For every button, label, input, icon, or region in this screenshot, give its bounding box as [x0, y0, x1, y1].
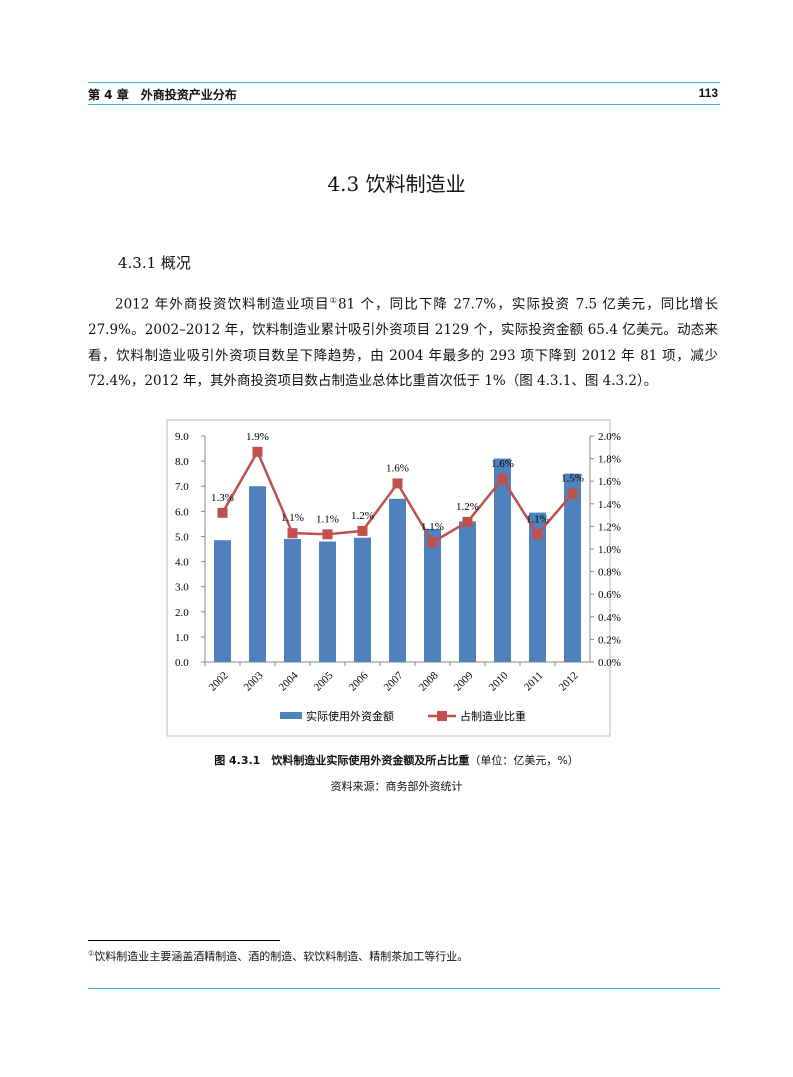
marker: [217, 507, 228, 518]
footnote-rule: [88, 940, 280, 941]
bar: [459, 521, 476, 662]
data-label: 1.1%: [526, 513, 549, 525]
marker: [392, 478, 403, 489]
data-label: 1.1%: [316, 513, 339, 525]
y-tick-label: 5.0: [175, 531, 189, 543]
y2-tick-label: 1.4%: [598, 499, 621, 511]
bar: [214, 540, 231, 662]
bar: [564, 473, 581, 662]
y2-tick-label: 2.0%: [598, 431, 621, 443]
marker: [357, 525, 368, 536]
y2-tick-label: 0.2%: [598, 634, 621, 646]
y-tick-label: 9.0: [175, 431, 189, 443]
chapter-title: 第 4 章 外商投资产业分布: [88, 88, 237, 102]
legend-label: 实际使用外资金额: [306, 709, 394, 723]
marker: [427, 537, 438, 548]
y2-tick-label: 0.0%: [598, 657, 621, 669]
y2-tick-label: 0.6%: [598, 589, 621, 601]
text: 2012 年外商投资饮料制造业项目: [115, 296, 330, 313]
footnote-text: 饮料制造业主要涵盖酒精制造、酒的制造、软饮料制造、精制茶加工等行业。: [94, 950, 469, 963]
note-mark: ①: [329, 296, 338, 305]
footer-rule: [88, 988, 720, 989]
data-label: 1.5%: [561, 473, 584, 485]
data-label: 1.9%: [246, 431, 269, 443]
caption-unit: （单位：亿美元，%）: [469, 754, 579, 767]
bar: [389, 498, 406, 662]
marker: [322, 529, 333, 540]
marker: [287, 528, 298, 539]
text: 81 个，同比下降 27.7%，实际投资 7.5 亿美元，同比增长 27.9%。…: [88, 296, 719, 390]
y-tick-label: 0.0: [175, 657, 189, 669]
legend-label: 占制造业比重: [460, 709, 526, 723]
body-paragraph: 2012 年外商投资饮料制造业项目①81 个，同比下降 27.7%，实际投资 7…: [88, 288, 718, 395]
bar: [249, 486, 266, 662]
y2-tick-label: 1.6%: [598, 476, 621, 488]
y2-tick-label: 1.0%: [598, 544, 621, 556]
legend-swatch: [280, 712, 302, 719]
marker: [532, 529, 543, 540]
data-label: 1.6%: [386, 462, 409, 474]
caption-number: 图 4.3.1: [214, 754, 261, 767]
section-title: 4.3 饮料制造业: [327, 172, 466, 196]
marker: [567, 488, 578, 499]
data-label: 1.2%: [351, 510, 374, 522]
figure-source: 资料来源：商务部外资统计: [330, 780, 463, 793]
marker: [462, 516, 473, 527]
subsection-title: 4.3.1 概况: [118, 254, 191, 272]
footnote: ①饮料制造业主要涵盖酒精制造、酒的制造、软饮料制造、精制茶加工等行业。: [88, 948, 468, 964]
bar: [529, 512, 546, 662]
y2-tick-label: 0.4%: [598, 612, 621, 624]
y-tick-label: 4.0: [175, 557, 189, 569]
header-rule-top: [88, 82, 720, 83]
y-tick-label: 3.0: [175, 582, 189, 594]
data-label: 1.3%: [211, 492, 234, 504]
y-tick-label: 7.0: [175, 481, 189, 493]
header-rule: [88, 104, 720, 105]
y2-tick-label: 1.2%: [598, 521, 621, 533]
bar: [284, 538, 301, 662]
marker: [497, 473, 508, 484]
legend-swatch: [437, 711, 447, 721]
data-label: 1.6%: [491, 458, 514, 470]
y-tick-label: 8.0: [175, 456, 189, 468]
y-tick-label: 6.0: [175, 506, 189, 518]
marker: [252, 446, 263, 457]
data-label: 1.2%: [456, 501, 479, 513]
page-number: 113: [698, 86, 718, 100]
data-label: 1.1%: [421, 521, 444, 533]
bar: [494, 458, 511, 662]
bar: [424, 528, 441, 662]
y-tick-label: 1.0: [175, 632, 189, 644]
bar: [354, 537, 371, 662]
y-tick-label: 2.0: [175, 607, 189, 619]
footnote-mark: ①: [88, 949, 95, 958]
data-label: 1.1%: [281, 512, 304, 524]
y2-tick-label: 1.8%: [598, 454, 621, 466]
y2-tick-label: 0.8%: [598, 567, 621, 579]
figure-caption: 图 4.3.1 饮料制造业实际使用外资金额及所占比重（单位：亿美元，%）: [0, 752, 793, 768]
caption-title: 饮料制造业实际使用外资金额及所占比重: [271, 754, 470, 767]
bar: [319, 541, 336, 662]
